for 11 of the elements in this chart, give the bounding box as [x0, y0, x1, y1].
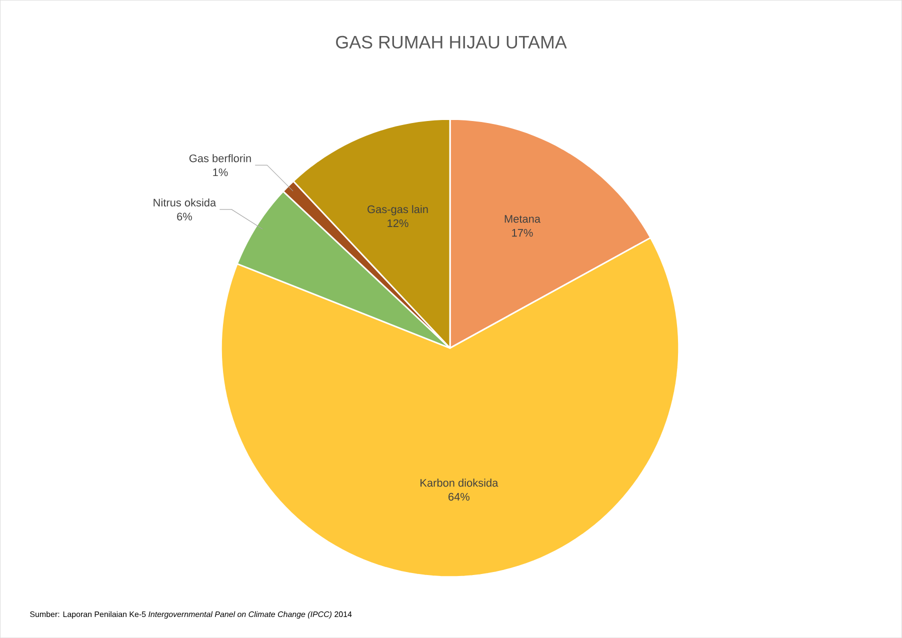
slice-label: Karbon dioksida	[420, 478, 498, 487]
data-label: 6%	[177, 212, 192, 220]
slice-label: Gas berflorin	[189, 154, 251, 162]
slice-label: Nitrus oksida	[154, 198, 216, 206]
data-label: 1%	[213, 168, 228, 176]
slice-label: Metana	[504, 215, 541, 223]
data-label: 64%	[448, 492, 470, 501]
chart-title: GAS RUMAH HIJAU UTAMA	[336, 36, 567, 48]
data-label: 12%	[388, 219, 408, 228]
data-label: 17%	[512, 228, 533, 237]
slice-label: Gas-gas lain	[368, 205, 428, 216]
